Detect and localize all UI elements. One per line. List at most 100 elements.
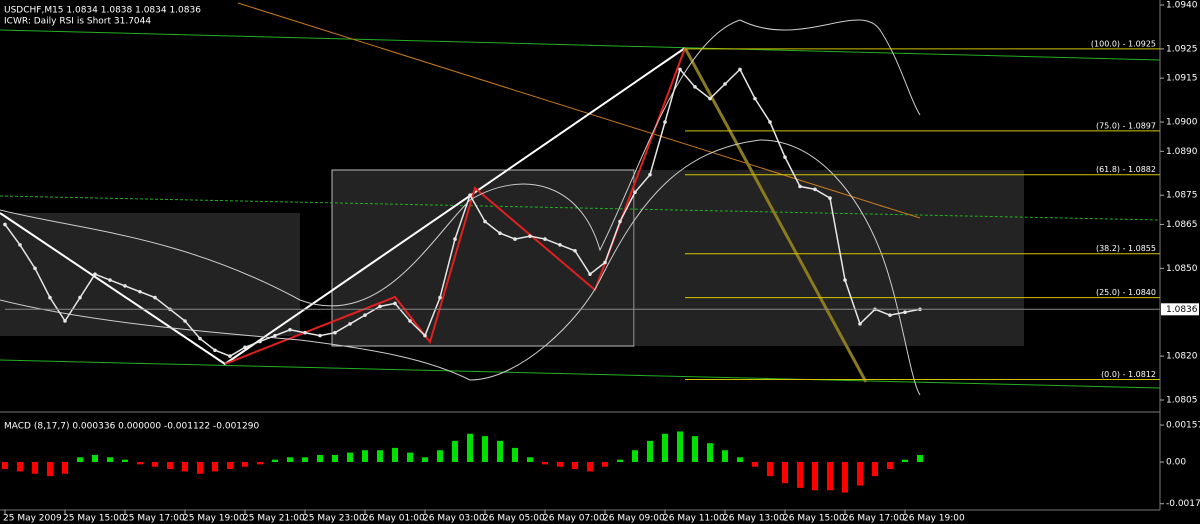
macd-bar — [887, 462, 893, 470]
macd-bar — [197, 462, 203, 474]
macd-bar — [662, 433, 668, 462]
price-point — [903, 310, 907, 315]
price-point — [498, 231, 502, 236]
fib-label: (75.0) - 1.0897 — [1096, 121, 1156, 130]
macd-bar — [902, 459, 908, 462]
macd-bar — [572, 462, 578, 470]
y-tick-label: 1.0915 — [1166, 74, 1198, 84]
price-point — [423, 333, 427, 338]
price-point — [453, 237, 457, 241]
y-tick-label: 1.0925 — [1166, 44, 1198, 54]
macd-bar — [257, 462, 263, 465]
macd-bar — [437, 450, 443, 462]
price-point — [318, 333, 322, 338]
macd-bar — [527, 457, 533, 462]
y-tick-label: 0.00157 — [1166, 421, 1200, 431]
price-point — [828, 196, 832, 200]
macd-bar — [332, 454, 338, 462]
price-point — [648, 172, 652, 177]
macd-bar — [227, 462, 233, 470]
price-point — [588, 272, 592, 276]
macd-bar — [467, 433, 473, 462]
y-tick-label: 1.0900 — [1166, 118, 1198, 128]
price-point — [48, 295, 52, 300]
x-tick-label: 25 May 17:00 — [123, 514, 185, 524]
macd-bar — [152, 462, 158, 467]
macd-bar — [122, 459, 128, 462]
price-point — [888, 313, 892, 317]
y-tick-label: 1.0805 — [1166, 396, 1198, 406]
x-tick-label: 25 May 2009 — [3, 514, 62, 524]
price-point — [468, 193, 472, 197]
price-point — [573, 248, 577, 253]
macd-bar — [317, 454, 323, 462]
macd-bar — [302, 457, 308, 462]
macd-bar — [587, 462, 593, 472]
x-tick-label: 26 May 13:00 — [723, 514, 785, 524]
macd-bar — [92, 454, 98, 462]
y-tick-label: 0.00 — [1166, 458, 1186, 468]
macd-bar — [497, 440, 503, 462]
price-point — [693, 85, 697, 89]
price-point — [723, 82, 727, 86]
macd-bar — [797, 462, 803, 488]
price-point — [153, 295, 157, 300]
fib-label: (100.0) - 1.0925 — [1091, 39, 1156, 48]
current-price-box — [1161, 303, 1199, 316]
price-point — [843, 278, 847, 282]
x-tick-label: 25 May 19:00 — [183, 514, 245, 524]
price-point — [813, 187, 817, 192]
y-tick-label: 1.0890 — [1166, 147, 1198, 157]
x-tick-label: 25 May 21:00 — [243, 514, 305, 524]
x-tick-label: 25 May 23:00 — [303, 514, 365, 524]
macd-bar — [542, 462, 548, 465]
macd-bar — [737, 457, 743, 462]
macd-bar — [287, 457, 293, 462]
macd-bar — [212, 462, 218, 472]
macd-title: MACD (8,17,7) 0.000336 0.000000 -0.00112… — [4, 422, 259, 432]
x-tick-label: 26 May 01:00 — [363, 514, 425, 524]
price-point — [768, 120, 772, 124]
price-point — [363, 313, 367, 317]
price-point — [558, 243, 562, 247]
macd-bar — [272, 459, 278, 462]
price-point — [753, 96, 757, 101]
macd-bar — [707, 443, 713, 462]
macd-bar — [452, 440, 458, 462]
price-point — [258, 339, 262, 344]
price-point — [333, 330, 337, 335]
macd-bar — [62, 462, 68, 474]
price-point — [3, 222, 7, 227]
price-point — [408, 319, 412, 323]
trend-line — [237, 2, 921, 219]
price-point — [858, 322, 862, 326]
bollinger — [0, 19, 921, 307]
macd-bar — [842, 462, 848, 493]
macd-bar — [107, 457, 113, 462]
price-point — [108, 278, 112, 282]
price-point — [798, 184, 802, 189]
macd-bar — [137, 462, 143, 465]
x-tick-label: 25 May 15:00 — [63, 514, 125, 524]
macd-bar — [347, 452, 353, 462]
price-point — [273, 333, 277, 338]
macd-bar — [77, 457, 83, 462]
macd-bar — [782, 462, 788, 484]
price-line — [4, 67, 921, 357]
price-point — [213, 348, 217, 353]
price-point — [228, 354, 232, 358]
price-point — [663, 120, 667, 124]
fib-label: (25.0) - 1.0840 — [1096, 288, 1156, 297]
price-point — [738, 67, 742, 72]
drawing-objects — [0, 0, 1161, 511]
price-point — [78, 295, 82, 300]
price-point — [63, 319, 67, 323]
price-point — [528, 234, 532, 238]
macd-bar — [242, 462, 248, 467]
bollinger — [0, 139, 921, 396]
current-price-label: 1.0836 — [1166, 305, 1198, 315]
macd-bar — [377, 450, 383, 462]
macd-bar — [617, 459, 623, 462]
y-tick-label: 1.0820 — [1166, 352, 1198, 362]
